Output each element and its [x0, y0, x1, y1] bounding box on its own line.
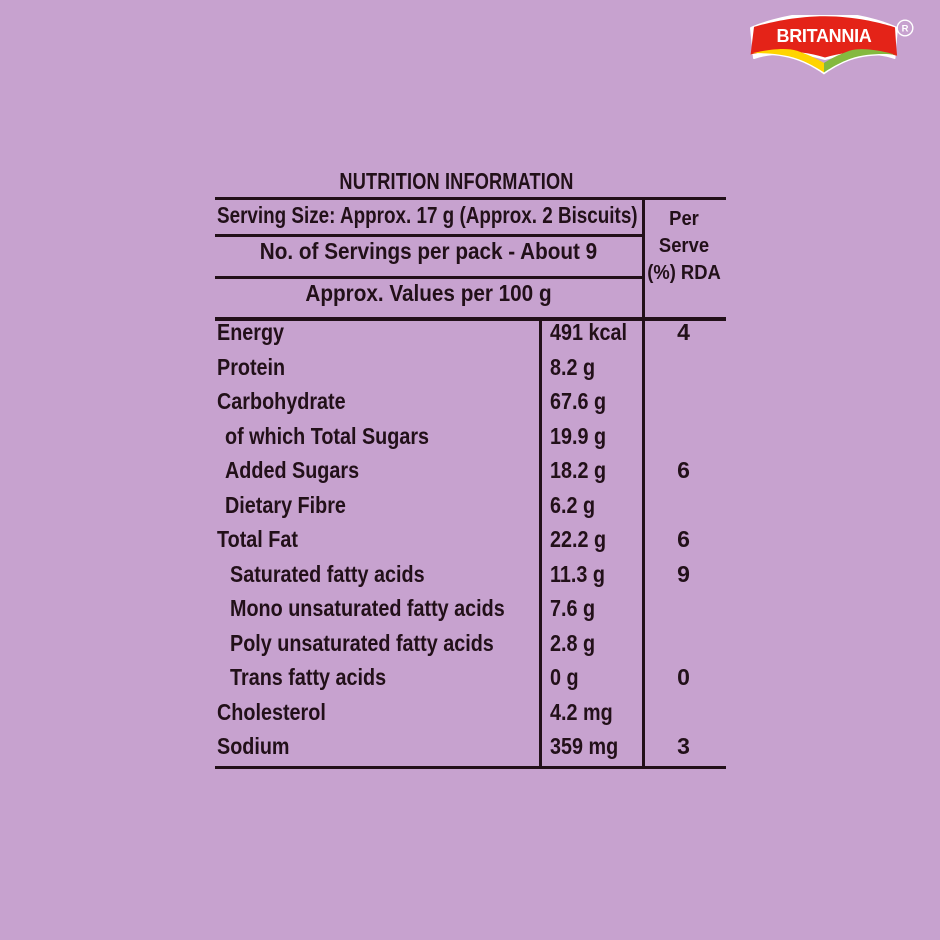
svg-text:BRITANNIA: BRITANNIA — [777, 26, 872, 46]
svg-text:R: R — [902, 24, 909, 35]
